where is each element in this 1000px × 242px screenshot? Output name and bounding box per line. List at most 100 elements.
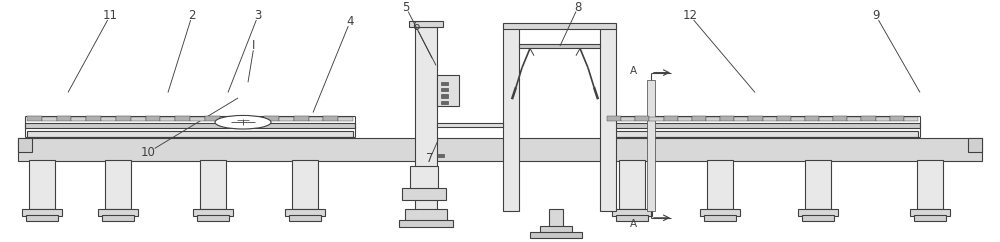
- Bar: [309, 117, 323, 121]
- Bar: [802, 215, 834, 221]
- Bar: [102, 215, 134, 221]
- Bar: [876, 117, 890, 121]
- Bar: [616, 215, 648, 221]
- Bar: [607, 116, 621, 121]
- Bar: [861, 116, 876, 121]
- Bar: [26, 215, 58, 221]
- Bar: [27, 116, 42, 121]
- Text: A: A: [629, 66, 637, 76]
- Bar: [18, 138, 982, 161]
- Bar: [748, 116, 763, 121]
- Bar: [503, 23, 616, 29]
- Bar: [798, 209, 838, 216]
- Bar: [71, 117, 86, 121]
- Text: 2: 2: [188, 9, 196, 22]
- Bar: [664, 116, 678, 121]
- Bar: [249, 117, 264, 121]
- Bar: [805, 116, 819, 121]
- Bar: [910, 209, 950, 216]
- Bar: [200, 160, 226, 209]
- Bar: [437, 75, 459, 106]
- Bar: [540, 226, 572, 234]
- Bar: [437, 154, 444, 157]
- Bar: [437, 123, 503, 127]
- Bar: [600, 24, 616, 211]
- Text: 6: 6: [412, 20, 420, 33]
- Bar: [415, 27, 437, 211]
- Bar: [890, 116, 904, 121]
- Bar: [116, 116, 131, 121]
- Bar: [707, 160, 733, 209]
- Bar: [193, 209, 233, 216]
- Bar: [294, 116, 309, 121]
- Bar: [410, 166, 438, 189]
- Text: 7: 7: [426, 152, 434, 165]
- Text: A: A: [629, 219, 637, 229]
- Circle shape: [215, 115, 271, 129]
- Bar: [441, 101, 448, 104]
- Bar: [763, 117, 777, 121]
- Bar: [678, 117, 692, 121]
- Bar: [791, 117, 805, 121]
- Bar: [847, 117, 861, 121]
- Text: 3: 3: [254, 9, 262, 22]
- Bar: [612, 209, 652, 216]
- Bar: [323, 116, 338, 121]
- Text: 8: 8: [574, 1, 582, 14]
- Bar: [441, 94, 448, 98]
- Bar: [635, 116, 649, 121]
- Bar: [292, 160, 318, 209]
- Bar: [197, 215, 229, 221]
- Bar: [441, 88, 448, 91]
- Bar: [819, 117, 833, 121]
- Bar: [27, 131, 353, 137]
- Bar: [607, 131, 918, 137]
- Bar: [647, 80, 655, 211]
- Bar: [692, 116, 706, 121]
- Bar: [700, 209, 740, 216]
- Text: 12: 12: [682, 9, 698, 22]
- Bar: [720, 116, 734, 121]
- Bar: [605, 123, 920, 128]
- Text: 10: 10: [141, 146, 155, 159]
- Bar: [285, 209, 325, 216]
- Bar: [399, 220, 453, 227]
- Bar: [205, 116, 220, 121]
- Bar: [704, 215, 736, 221]
- Bar: [101, 117, 116, 121]
- Bar: [805, 160, 831, 209]
- Bar: [146, 116, 160, 121]
- Bar: [57, 116, 71, 121]
- Bar: [105, 160, 131, 209]
- Bar: [441, 82, 448, 85]
- Bar: [549, 209, 563, 227]
- Bar: [289, 215, 321, 221]
- Bar: [503, 24, 519, 211]
- Bar: [409, 21, 443, 27]
- Bar: [338, 117, 353, 121]
- Bar: [777, 116, 791, 121]
- Bar: [405, 209, 447, 221]
- Bar: [234, 116, 249, 121]
- Bar: [131, 117, 146, 121]
- Bar: [649, 117, 664, 121]
- Bar: [86, 116, 101, 121]
- Bar: [29, 160, 55, 209]
- Bar: [904, 117, 918, 121]
- Bar: [279, 117, 294, 121]
- Bar: [160, 117, 175, 121]
- Bar: [22, 209, 62, 216]
- Bar: [18, 138, 32, 152]
- Bar: [621, 117, 635, 121]
- Text: 11: 11: [103, 9, 118, 22]
- Bar: [619, 160, 645, 209]
- Text: 9: 9: [872, 9, 880, 22]
- Bar: [734, 117, 748, 121]
- Bar: [264, 116, 279, 121]
- Bar: [220, 117, 234, 121]
- Bar: [914, 215, 946, 221]
- Bar: [42, 117, 57, 121]
- Bar: [917, 160, 943, 209]
- Bar: [706, 117, 720, 121]
- Text: 4: 4: [346, 15, 354, 28]
